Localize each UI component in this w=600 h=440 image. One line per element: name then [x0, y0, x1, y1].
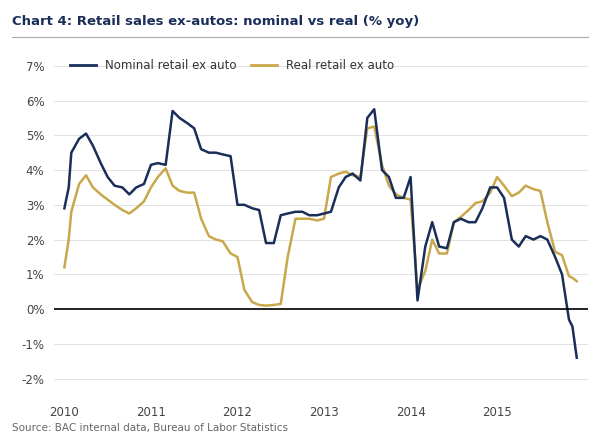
Real retail ex auto	[61, 265, 68, 270]
Real retail ex auto	[349, 172, 356, 178]
Real retail ex auto	[573, 279, 580, 284]
Real retail ex auto	[357, 174, 364, 180]
Nominal retail ex auto	[573, 355, 580, 360]
Nominal retail ex auto	[61, 205, 68, 211]
Real retail ex auto	[162, 166, 169, 171]
Text: Chart 4: Retail sales ex-autos: nominal vs real (% yoy): Chart 4: Retail sales ex-autos: nominal …	[12, 15, 419, 29]
Nominal retail ex auto	[349, 171, 356, 176]
Line: Real retail ex auto: Real retail ex auto	[64, 127, 577, 306]
Nominal retail ex auto	[162, 162, 169, 168]
Nominal retail ex auto	[342, 174, 349, 180]
Real retail ex auto	[227, 251, 234, 256]
Real retail ex auto	[169, 183, 176, 188]
Nominal retail ex auto	[227, 154, 234, 159]
Nominal retail ex auto	[371, 106, 378, 112]
Nominal retail ex auto	[169, 108, 176, 114]
Nominal retail ex auto	[537, 234, 544, 239]
Real retail ex auto	[371, 124, 378, 129]
Line: Nominal retail ex auto: Nominal retail ex auto	[64, 109, 577, 358]
Real retail ex auto	[544, 220, 551, 225]
Text: Source: BAC internal data, Bureau of Labor Statistics: Source: BAC internal data, Bureau of Lab…	[12, 423, 288, 433]
Legend: Nominal retail ex auto, Real retail ex auto: Nominal retail ex auto, Real retail ex a…	[65, 54, 400, 77]
Real retail ex auto	[262, 303, 269, 308]
